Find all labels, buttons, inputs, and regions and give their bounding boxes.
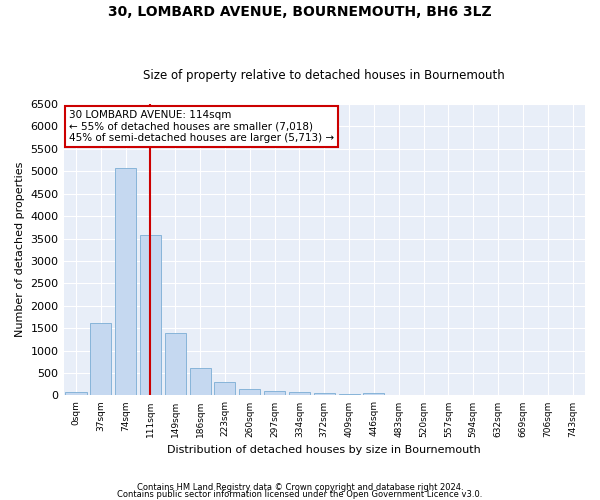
Bar	[338, 394, 359, 396]
Bar	[190, 368, 211, 396]
Text: Contains public sector information licensed under the Open Government Licence v3: Contains public sector information licen…	[118, 490, 482, 499]
Bar	[214, 382, 235, 396]
Bar	[90, 323, 112, 396]
Bar	[314, 393, 335, 396]
Text: 30, LOMBARD AVENUE, BOURNEMOUTH, BH6 3LZ: 30, LOMBARD AVENUE, BOURNEMOUTH, BH6 3LZ	[108, 5, 492, 19]
X-axis label: Distribution of detached houses by size in Bournemouth: Distribution of detached houses by size …	[167, 445, 481, 455]
Bar	[289, 392, 310, 396]
Bar	[115, 168, 136, 396]
Bar	[239, 389, 260, 396]
Y-axis label: Number of detached properties: Number of detached properties	[15, 162, 25, 338]
Text: Contains HM Land Registry data © Crown copyright and database right 2024.: Contains HM Land Registry data © Crown c…	[137, 484, 463, 492]
Bar	[140, 236, 161, 396]
Title: Size of property relative to detached houses in Bournemouth: Size of property relative to detached ho…	[143, 69, 505, 82]
Bar	[364, 392, 385, 396]
Bar	[165, 332, 186, 396]
Bar	[264, 390, 285, 396]
Bar	[65, 392, 86, 396]
Text: 30 LOMBARD AVENUE: 114sqm
← 55% of detached houses are smaller (7,018)
45% of se: 30 LOMBARD AVENUE: 114sqm ← 55% of detac…	[69, 110, 334, 143]
